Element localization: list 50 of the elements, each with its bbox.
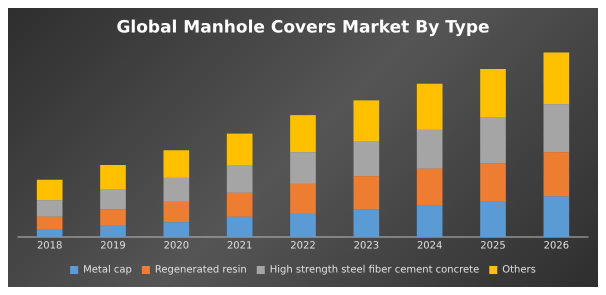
bar: [544, 104, 570, 152]
bar: [164, 202, 190, 222]
bar: [100, 189, 126, 210]
bar: [36, 216, 62, 230]
bar: [354, 100, 380, 142]
bar: [100, 209, 126, 226]
bar: [480, 117, 506, 164]
bar: [544, 52, 570, 104]
bar: [416, 130, 442, 169]
x-tick-label: 2021: [226, 240, 252, 252]
x-tick-label: 2025: [480, 240, 506, 252]
bar: [226, 134, 252, 166]
bar: [100, 226, 126, 237]
bar: [164, 222, 190, 237]
bar: [290, 152, 316, 184]
x-tick-label: 2019: [100, 240, 126, 252]
bar: [480, 163, 506, 202]
bar: [416, 84, 442, 130]
bar: [226, 216, 252, 237]
x-tick-label: 2020: [164, 240, 190, 252]
bar: [544, 196, 570, 237]
bar: [544, 152, 570, 196]
bar: [164, 178, 190, 202]
bar: [354, 209, 380, 237]
legend-label: Metal cap: [83, 264, 132, 276]
bar: [36, 180, 62, 200]
bar: [36, 200, 62, 217]
bar: [164, 150, 190, 178]
bar: [290, 213, 316, 237]
bar: [226, 165, 252, 193]
bar: [100, 165, 126, 190]
bar: [480, 69, 506, 118]
bar: [480, 202, 506, 237]
x-tick-label: 2023: [354, 240, 380, 252]
bar: [416, 206, 442, 237]
x-tick-label: 2026: [544, 240, 570, 252]
chart-title: Global Manhole Covers Market By Type: [116, 18, 490, 38]
x-tick-label: 2024: [416, 240, 442, 252]
bar: [226, 192, 252, 217]
legend-label: Others: [502, 264, 536, 276]
bar: [354, 176, 380, 210]
bar: [290, 115, 316, 152]
bar: [416, 168, 442, 206]
x-tick-label: 2022: [290, 240, 316, 252]
bar: [36, 230, 62, 237]
legend-label: High strength steel fiber cement concrete: [270, 264, 480, 276]
legend-label: Regenerated resin: [154, 264, 247, 276]
x-tick-label: 2018: [36, 240, 62, 252]
bar: [354, 141, 380, 176]
bar: [290, 183, 316, 213]
